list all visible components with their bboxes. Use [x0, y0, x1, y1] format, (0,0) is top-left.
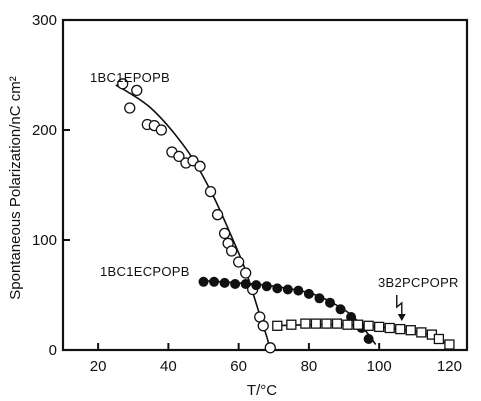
- y-tick-label: 0: [49, 342, 57, 359]
- point-1bc1epopb: [264, 342, 276, 354]
- point-3b2pcpopr: [321, 318, 332, 329]
- point-1bc1ecpopb: [240, 279, 251, 289]
- x-axis-ticks: 20 40 60 80 100 120: [90, 343, 462, 375]
- point-3b2pcpopr: [363, 320, 374, 331]
- lightning-arrow-line: [396, 295, 403, 315]
- point-1bc1ecpopb: [363, 334, 374, 344]
- fit-line-1bc1epopb: [115, 84, 272, 351]
- point-3b2pcpopr: [310, 318, 322, 329]
- x-tick-label: 80: [301, 358, 318, 375]
- point-1bc1ecpopb: [293, 285, 304, 296]
- point-3b2pcpopr: [444, 339, 455, 350]
- point-1bc1epopb: [117, 78, 129, 90]
- point-1bc1epopb: [155, 124, 168, 136]
- point-1bc1epopb: [240, 267, 252, 279]
- point-1bc1ecpopb: [230, 279, 241, 289]
- point-3b2pcpopr: [416, 327, 427, 338]
- x-tick-label: 120: [437, 358, 462, 375]
- series-label-3b2pcpopr: 3B2PCPOPR: [378, 275, 459, 290]
- point-1bc1epopb: [204, 185, 217, 198]
- point-1bc1epopb: [233, 256, 245, 268]
- arrow-head-icon: [397, 314, 406, 321]
- point-1bc1ecpopb: [314, 293, 325, 304]
- point-1bc1epopb: [257, 320, 269, 332]
- point-1bc1ecpopb: [209, 276, 220, 287]
- point-1bc1ecpopb: [251, 280, 262, 291]
- y-tick-label: 100: [32, 232, 57, 249]
- x-tick-label: 40: [160, 358, 177, 375]
- point-1bc1ecpopb: [272, 283, 283, 294]
- point-3b2pcpopr: [352, 319, 364, 330]
- point-1bc1ecpopb: [219, 277, 230, 288]
- y-axis-ticks: 0 100 200 300: [32, 12, 70, 359]
- point-1bc1ecpopb: [282, 284, 293, 295]
- point-1bc1ecpopb: [261, 281, 272, 292]
- point-1bc1ecpopb: [303, 288, 314, 299]
- point-1bc1epopb: [218, 227, 231, 240]
- point-3b2pcpopr: [331, 318, 343, 329]
- point-3b2pcpopr: [300, 318, 311, 329]
- point-3b2pcpopr: [384, 322, 395, 334]
- point-1bc1epopb: [225, 245, 238, 257]
- point-1bc1ecpopb: [335, 304, 346, 315]
- point-3b2pcpopr: [286, 319, 297, 330]
- series-labels: 1BC1EPOPB 1BC1ECPOPB 3B2PCPOPR: [90, 70, 459, 290]
- annotations: [396, 295, 406, 321]
- y-tick-label: 200: [32, 122, 57, 139]
- x-tick-label: 100: [367, 358, 392, 375]
- point-3b2pcpopr: [342, 319, 353, 330]
- point-1bc1epopb: [194, 160, 206, 172]
- y-axis-label: Spontaneous Polarization/nC cm²: [7, 76, 24, 299]
- point-1bc1epopb: [124, 102, 136, 114]
- series-label-1bc1epopb: 1BC1EPOPB: [90, 70, 170, 85]
- x-axis-label: T/°C: [247, 382, 277, 399]
- point-3b2pcpopr: [395, 323, 406, 335]
- point-1bc1epopb: [173, 150, 185, 163]
- series-label-1bc1ecpopb: 1BC1ECPOPB: [100, 264, 190, 279]
- point-1bc1ecpopb: [324, 297, 335, 308]
- x-tick-label: 20: [90, 358, 107, 375]
- point-1bc1epopb: [131, 84, 143, 97]
- point-3b2pcpopr: [272, 320, 283, 331]
- data-markers: [117, 78, 455, 354]
- point-1bc1epopb: [211, 209, 224, 221]
- plot-frame: [61, 18, 469, 352]
- point-3b2pcpopr: [405, 325, 416, 336]
- plot-area: [61, 18, 469, 352]
- x-tick-label: 60: [230, 358, 247, 375]
- point-3b2pcpopr: [433, 333, 445, 345]
- point-1bc1ecpopb: [198, 276, 209, 287]
- y-tick-label: 300: [32, 12, 57, 29]
- point-3b2pcpopr: [374, 321, 385, 333]
